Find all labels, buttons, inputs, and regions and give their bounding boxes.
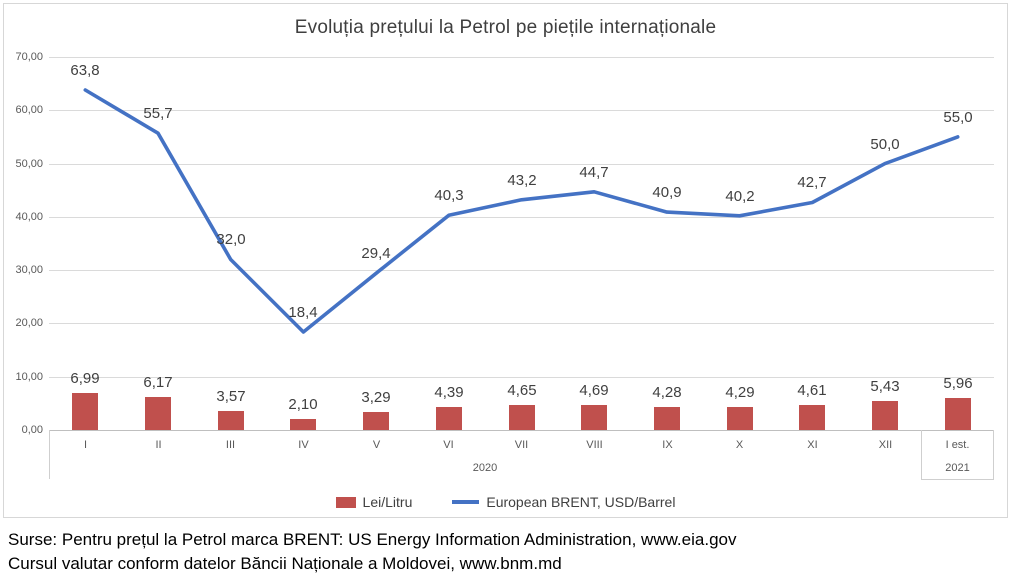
line-path — [83, 88, 960, 334]
bar-value-label: 2,10 — [288, 396, 318, 413]
axis-year-label: 2020 — [472, 462, 498, 474]
bar — [799, 405, 825, 430]
source-line-2: Cursul valutar conform datelor Băncii Na… — [8, 554, 562, 573]
bar-value-label: 4,39 — [434, 384, 464, 401]
axis-category-label: VIII — [586, 439, 603, 451]
bar-value-label: 4,29 — [725, 384, 755, 401]
bar-value-label: 5,43 — [870, 378, 900, 395]
axis-category-label: VII — [514, 439, 529, 451]
y-axis: 0,00 10,00 20,00 30,00 40,00 50,00 60,00 70,00 — [6, 51, 47, 436]
axis-separator — [993, 430, 994, 479]
y-tick-label: 10,00 — [15, 371, 43, 383]
line-value-label: 40,2 — [725, 188, 755, 205]
axis-category-label: III — [225, 439, 236, 451]
bar-value-label: 6,17 — [143, 374, 173, 391]
plot-area: 6,99 6,17 3,57 2,10 3,29 4,39 4,65 4,69 4,28 4,29… — [49, 57, 994, 431]
y-tick-label: 0,00 — [21, 424, 43, 436]
bar-value-label: 6,99 — [70, 370, 100, 387]
gridline — [49, 164, 994, 165]
line-series — [83, 88, 960, 334]
chart-title: Evoluția prețului la Petrol pe piețile i… — [294, 17, 717, 38]
axis-category-label: XII — [878, 439, 893, 451]
axis-category-label: VI — [443, 439, 454, 451]
bar — [581, 405, 607, 430]
legend-item-line: European BRENT, USD/Barrel — [452, 494, 675, 510]
axis-separator — [49, 430, 50, 479]
gridline — [49, 217, 994, 218]
legend: Lei/Litru European BRENT, USD/Barrel — [4, 491, 1007, 513]
gridline — [49, 323, 994, 324]
x-axis: I II III IV V VI VII VIII IX X XI XII I est. 2020 2021 — [49, 430, 994, 480]
gridline — [49, 57, 994, 58]
chart-frame: Evoluția prețului la Petrol pe piețile i… — [3, 3, 1008, 518]
axis-category-label: V — [372, 439, 381, 451]
y-tick-label: 50,00 — [15, 158, 43, 170]
gridline — [49, 377, 994, 378]
bar — [509, 405, 535, 430]
line-value-label: 63,8 — [70, 62, 100, 79]
bar — [945, 398, 971, 430]
y-tick-label: 30,00 — [15, 264, 43, 276]
axis-category-label: II — [155, 439, 162, 451]
bar — [654, 407, 680, 430]
axis-category-label: I — [83, 439, 88, 451]
line-swatch-icon — [452, 500, 480, 504]
axis-category-label: IV — [298, 439, 309, 451]
line-value-label: 40,3 — [434, 187, 464, 204]
gridline — [49, 430, 994, 431]
legend-label-line: European BRENT, USD/Barrel — [486, 494, 676, 510]
gridline — [49, 270, 994, 271]
bar — [218, 411, 244, 430]
bar-swatch-icon — [335, 496, 356, 508]
bar — [290, 419, 316, 430]
line-value-label: 50,0 — [870, 136, 900, 153]
bar-value-label: 3,29 — [361, 389, 391, 406]
axis-group-border — [921, 479, 994, 480]
y-tick-label: 40,00 — [15, 211, 43, 223]
bar-value-label: 4,65 — [507, 382, 537, 399]
line-value-label: 43,2 — [507, 172, 537, 189]
line-value-label: 32,0 — [216, 231, 246, 248]
bar — [363, 412, 389, 430]
bar — [727, 407, 753, 430]
bar — [72, 393, 98, 430]
bar-value-label: 4,69 — [579, 382, 609, 399]
y-tick-label: 70,00 — [15, 51, 43, 63]
axis-category-label: IX — [662, 439, 673, 451]
gridline — [49, 110, 994, 111]
bar — [145, 397, 171, 430]
line-value-label: 18,4 — [288, 304, 318, 321]
axis-separator — [921, 430, 922, 479]
bar-value-label: 4,61 — [797, 382, 827, 399]
line-value-label: 40,9 — [652, 184, 682, 201]
line-value-label: 44,7 — [579, 164, 609, 181]
line-value-label: 42,7 — [797, 174, 827, 191]
bar — [436, 407, 462, 430]
source-line-1: Surse: Pentru prețul la Petrol marca BRE… — [8, 530, 737, 549]
source-note: Surse: Pentru prețul la Petrol marca BRE… — [8, 528, 736, 576]
legend-label-bar: Lei/Litru — [362, 494, 413, 510]
axis-year-label: 2021 — [945, 462, 970, 474]
y-tick-label: 20,00 — [15, 317, 43, 329]
bar-value-label: 3,57 — [216, 388, 246, 405]
y-tick-label: 60,00 — [15, 104, 43, 116]
legend-item-bar: Lei/Litru — [335, 494, 413, 510]
line-value-label: 29,4 — [361, 245, 391, 262]
bar-value-label: 4,28 — [652, 384, 682, 401]
axis-category-label: X — [735, 439, 744, 451]
axis-category-label: I est. — [945, 439, 970, 451]
bar-value-label: 5,96 — [943, 375, 973, 392]
axis-category-label: XI — [807, 439, 818, 451]
line-value-label: 55,0 — [943, 109, 973, 126]
bar — [872, 401, 898, 430]
line-value-label: 55,7 — [143, 105, 173, 122]
